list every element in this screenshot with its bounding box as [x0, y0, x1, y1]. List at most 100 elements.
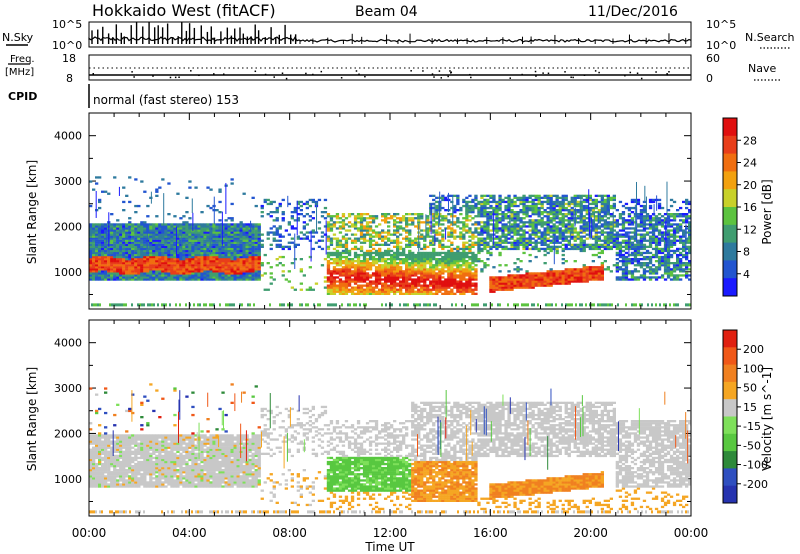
- range-gate-cell: [116, 241, 120, 244]
- range-gate-cell: [371, 260, 376, 263]
- range-gate-cell: [257, 270, 261, 273]
- range-gate-cell: [633, 258, 638, 261]
- range-gate-cell: [143, 241, 147, 244]
- range-gate-cell: [152, 262, 156, 265]
- range-gate-cell: [411, 253, 415, 257]
- range-gate-cell: [588, 245, 592, 248]
- range-gate-cell: [173, 237, 177, 240]
- range-gate-cell: [116, 223, 120, 226]
- range-gate-cell: [381, 251, 385, 255]
- range-gate-cell: [137, 243, 141, 246]
- range-gate-cell: [378, 280, 382, 283]
- range-gate-cell: [558, 231, 562, 234]
- range-gate-cell: [429, 290, 433, 293]
- range-gate-cell: [633, 251, 638, 255]
- range-gate-cell: [170, 243, 174, 246]
- range-gate-cell: [302, 274, 306, 277]
- range-gate-cell: [203, 268, 207, 271]
- range-gate-cell: [549, 270, 553, 273]
- range-gate-cell: [320, 239, 325, 242]
- range-gate-cell: [483, 225, 487, 228]
- freq-dots: [92, 70, 670, 80]
- range-gate-cell: [546, 239, 550, 242]
- range-gate-cell: [236, 272, 240, 275]
- range-gate-cell: [200, 258, 204, 261]
- range-gate-cell: [149, 270, 153, 273]
- range-gate-cell: [525, 247, 529, 251]
- range-gate-cell: [447, 278, 451, 281]
- range-gate-cell: [146, 239, 150, 242]
- range-gate-cell: [302, 227, 306, 230]
- range-gate-cell: [272, 239, 276, 242]
- range-gate-cell: [353, 247, 358, 251]
- range-gate-cell: [170, 233, 174, 236]
- range-gate-cell: [393, 260, 397, 263]
- range-gate-cell: [161, 274, 165, 277]
- range-gate-cell: [131, 255, 135, 259]
- range-gate-cell: [329, 253, 334, 257]
- range-gate-cell: [326, 268, 331, 271]
- range-gate-cell: [417, 284, 421, 287]
- range-gate-cell: [453, 270, 457, 273]
- range-gate-cell: [627, 209, 632, 212]
- range-gate-cell: [594, 278, 598, 281]
- range-gate-cell: [447, 260, 451, 263]
- range-gate-cell: [209, 276, 213, 279]
- range-gate-cell: [546, 217, 550, 220]
- range-gate-cell: [89, 204, 93, 208]
- range-gate-cell: [341, 292, 346, 295]
- range-gate-cell: [456, 270, 460, 273]
- range-gate-cell: [143, 223, 147, 226]
- range-gate-cell: [191, 231, 195, 234]
- range-gate-cell: [200, 255, 204, 259]
- range-gate-cell: [218, 225, 222, 228]
- range-gate-cell: [498, 241, 502, 244]
- range-gate-cell: [543, 196, 547, 199]
- range-gate-cell: [143, 260, 147, 263]
- range-gate-cell: [471, 206, 475, 210]
- range-gate-cell: [390, 264, 394, 267]
- range-gate-cell: [101, 233, 105, 236]
- range-gate-cell: [116, 251, 120, 255]
- range-gate-cell: [381, 253, 385, 257]
- range-gate-cell: [116, 270, 120, 273]
- range-gate-cell: [194, 270, 198, 273]
- range-gate-cell: [429, 264, 433, 267]
- range-gate-cell: [350, 290, 355, 293]
- range-gate-cell: [182, 268, 186, 271]
- range-gate-cell: [155, 194, 159, 197]
- range-gate-cell: [444, 284, 448, 287]
- range-gate-cell: [453, 258, 457, 261]
- range-gate-cell: [423, 268, 427, 271]
- range-gate-cell: [450, 247, 454, 251]
- range-gate-cell: [378, 276, 382, 279]
- range-gate-cell: [501, 229, 505, 232]
- range-gate-cell: [362, 260, 367, 263]
- range-gate-cell: [116, 247, 120, 251]
- range-gate-cell: [266, 213, 270, 216]
- range-gate-cell: [414, 241, 418, 244]
- range-gate-cell: [350, 225, 355, 228]
- range-gate-cell: [546, 233, 550, 236]
- range-gate-cell: [477, 239, 481, 242]
- range-gate-cell: [600, 245, 604, 248]
- range-gate-cell: [218, 266, 222, 269]
- range-gate-cell: [609, 231, 613, 234]
- range-gate-cell: [510, 243, 514, 246]
- range-gate-cell: [335, 237, 340, 240]
- range-gate-cell: [495, 227, 499, 230]
- range-gate-cell: [242, 278, 246, 281]
- range-gate-cell: [101, 262, 105, 265]
- range-gate-cell: [233, 255, 237, 259]
- range-gate-cell: [362, 288, 367, 291]
- range-gate-cell: [233, 251, 237, 255]
- range-gate-cell: [549, 204, 553, 208]
- range-gate-cell: [537, 202, 541, 206]
- range-gate-cell: [134, 225, 138, 228]
- range-gate-cell: [329, 284, 334, 287]
- range-gate-cell: [317, 239, 322, 242]
- range-gate-cell: [462, 270, 466, 273]
- range-gate-cell: [230, 251, 234, 255]
- range-gate-cell: [606, 206, 610, 210]
- range-gate-cell: [311, 217, 315, 220]
